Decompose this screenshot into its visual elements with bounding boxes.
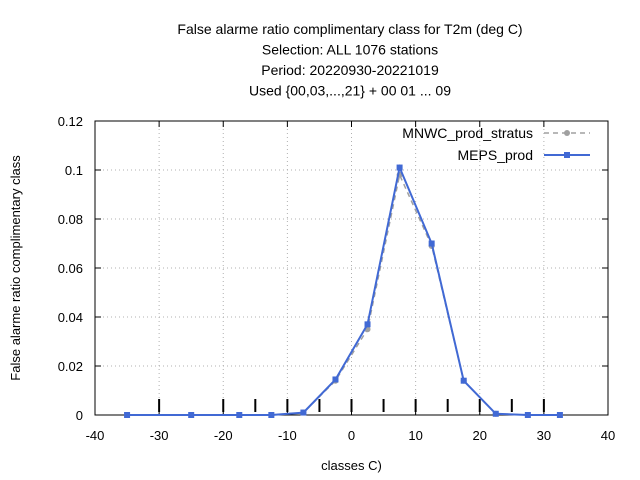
y-tick-label: 0.04 [58,310,83,325]
y-tick-label: 0.1 [65,163,83,178]
y-tick-label: 0.12 [58,114,83,129]
legend: MNWC_prod_stratus MEPS_prod [402,125,590,163]
title-line: Used {00,03,...,21} + 00 01 ... 09 [249,83,451,99]
y-tick-label: 0.06 [58,261,83,276]
series-line [127,164,560,416]
chart-title: False alarme ratio complimentary class f… [177,21,522,99]
series-line [127,172,560,416]
data-point [268,412,275,418]
series [124,164,563,418]
x-tick-label: 0 [348,428,355,443]
x-tick-label: 20 [473,428,487,443]
data-point [188,412,195,418]
x-tick-label: -10 [278,428,297,443]
legend-item: MNWC_prod_stratus [402,125,590,141]
x-tick-label: 30 [537,428,551,443]
data-point [364,321,371,328]
axis-ticks: -40 -30 -20 -10 0 10 20 30 40 0 0.02 0.04 0.06 0.08 0.… [58,114,616,443]
data-point [524,412,531,418]
data-point [236,412,243,418]
x-tick-label: -40 [86,428,105,443]
x-tick-label: -30 [150,428,169,443]
title-line: Selection: ALL 1076 stations [262,42,438,58]
data-point [332,376,339,383]
data-point [556,412,563,418]
series-MNWC_prod_stratus [124,171,563,418]
data-point [460,377,467,384]
legend-item: MEPS_prod [458,147,590,163]
legend-label: MEPS_prod [458,147,533,163]
y-tick-label: 0.08 [58,212,83,227]
series-MEPS_prod [124,164,563,418]
data-point [428,240,435,247]
grid [95,121,608,415]
x-axis-label: classes C) [321,458,382,473]
x-tick-label: 10 [408,428,422,443]
x-tick-label: 40 [601,428,615,443]
title-line: False alarme ratio complimentary class f… [177,21,522,37]
legend-marker [564,152,570,158]
y-tick-label: 0.02 [58,359,83,374]
legend-label: MNWC_prod_stratus [402,125,533,141]
data-point [396,164,403,171]
data-point [124,412,131,418]
y-tick-label: 0 [76,408,83,423]
legend-marker [564,130,570,136]
y-axis-label: False alarme ratio complimentary class [8,155,23,381]
data-point [300,409,307,416]
x-tick-label: -20 [214,428,233,443]
data-point [492,410,499,417]
title-line: Period: 20220930-20221019 [261,62,439,78]
